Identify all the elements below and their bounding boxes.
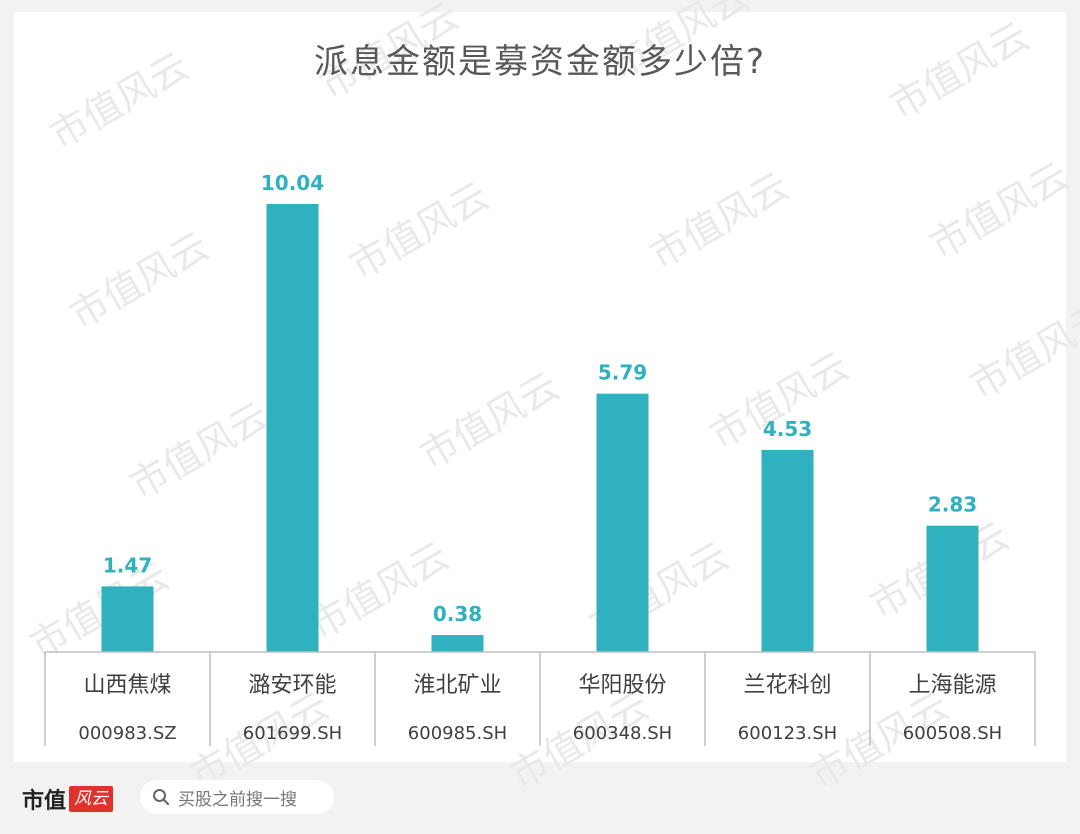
watermark-text: 市值风云	[963, 294, 1080, 408]
data-label: 0.38	[433, 602, 482, 626]
data-label: 1.47	[103, 553, 152, 577]
bar	[761, 449, 814, 652]
category-label: 淮北矿业	[413, 673, 501, 698]
watermark-text: 市值风云	[123, 394, 277, 508]
bars: 1.47 10.04 0.38 5.79 4.53 2.83	[101, 171, 979, 652]
brand-text: 市值	[22, 788, 67, 814]
bar	[926, 525, 979, 652]
stock-code-label: 600985.SH	[408, 723, 507, 744]
stock-code-label: 600348.SH	[573, 723, 672, 744]
stock-code-label: 601699.SH	[243, 723, 342, 744]
category-label: 华阳股份	[578, 673, 666, 698]
bar	[431, 635, 484, 652]
watermark-text: 市值风云	[413, 364, 567, 478]
search-placeholder: 买股之前搜一搜	[178, 789, 297, 810]
data-label: 2.83	[928, 493, 977, 517]
watermark-text: 市值风云	[63, 224, 217, 338]
category-label: 兰花科创	[743, 673, 831, 698]
bar	[266, 204, 319, 652]
watermark-text: 市值风云	[303, 534, 457, 648]
watermark-text: 市值风云	[343, 174, 497, 288]
footer: 市值 风云 买股之前搜一搜	[0, 770, 1080, 834]
data-label: 10.04	[261, 171, 324, 195]
data-label: 4.53	[763, 417, 812, 441]
category-table: 山西焦煤 000983.SZ 潞安环能 601699.SH 淮北矿业 600985.SH 华…	[44, 651, 1036, 746]
category-label: 山西焦煤	[83, 673, 171, 698]
watermark-text: 市值风云	[923, 154, 1077, 268]
chart-title: 派息金额是募资金额多少倍?	[313, 42, 767, 82]
brand-badge: 风云	[69, 786, 114, 812]
search-box[interactable]: 买股之前搜一搜	[140, 780, 334, 814]
bar	[101, 586, 154, 652]
watermark-text: 市值风云	[643, 164, 797, 278]
brand-logo[interactable]: 市值 风云	[22, 784, 114, 814]
category-label: 潞安环能	[248, 673, 336, 698]
stock-code-label: 600123.SH	[738, 723, 837, 744]
bar	[596, 393, 649, 652]
category-label: 上海能源	[908, 673, 996, 698]
stock-code-label: 000983.SZ	[78, 723, 176, 744]
stock-code-label: 600508.SH	[903, 723, 1002, 744]
chart-card	[14, 12, 1066, 762]
search-icon	[153, 789, 170, 806]
data-label: 5.79	[598, 361, 647, 385]
